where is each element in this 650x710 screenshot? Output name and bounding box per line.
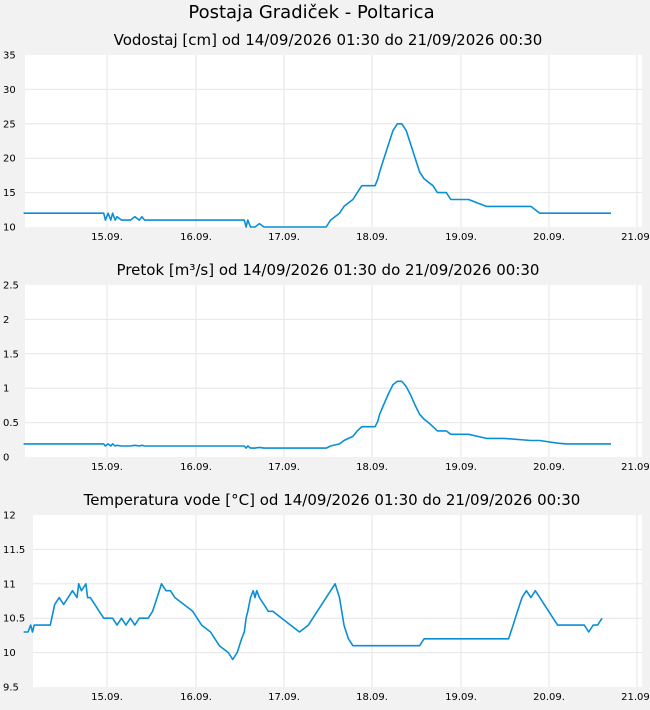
x-tick-label: 19.09. — [445, 232, 477, 243]
x-tick-label: 17.09. — [268, 232, 300, 243]
x-tick-label: 21.09. — [621, 462, 650, 473]
y-tick-label: 11 — [3, 579, 16, 590]
y-tick-label: 2 — [3, 315, 9, 326]
y-tick-label: 35 — [3, 51, 16, 62]
y-tick-label: 20 — [3, 154, 16, 165]
y-tick-label: 12 — [3, 511, 16, 522]
chart-title: Pretok [m³/s] od 14/09/2026 01:30 do 21/… — [117, 261, 540, 279]
y-tick-label: 30 — [3, 85, 16, 96]
chart-3: Temperatura vode [°C] od 14/09/2026 01:3… — [3, 491, 650, 703]
y-tick-label: 25 — [3, 119, 16, 130]
x-tick-label: 15.09. — [91, 692, 123, 703]
x-tick-label: 18.09. — [356, 692, 388, 703]
series-line — [23, 123, 611, 228]
x-tick-label: 17.09. — [268, 692, 300, 703]
y-tick-label: 15 — [3, 188, 16, 199]
y-tick-label: 11.5 — [3, 545, 25, 556]
plot-area — [25, 285, 642, 457]
x-tick-label: 15.09. — [91, 232, 123, 243]
y-tick-label: 1.5 — [3, 349, 19, 360]
x-tick-label: 19.09. — [445, 462, 477, 473]
y-tick-label: 10 — [3, 223, 16, 234]
page-title: Postaja Gradiček - Poltarica — [188, 2, 435, 23]
y-tick-label: 10 — [3, 648, 16, 659]
x-tick-label: 20.09. — [533, 692, 565, 703]
x-tick-label: 21.09. — [621, 692, 650, 703]
x-tick-label: 16.09. — [180, 692, 212, 703]
y-tick-label: 0 — [3, 453, 9, 464]
x-tick-label: 18.09. — [356, 232, 388, 243]
plot-area — [25, 55, 642, 227]
x-tick-label: 16.09. — [180, 232, 212, 243]
chart-title: Temperatura vode [°C] od 14/09/2026 01:3… — [83, 491, 581, 509]
x-tick-label: 19.09. — [445, 692, 477, 703]
y-tick-label: 0.5 — [3, 418, 19, 429]
y-tick-label: 10.5 — [3, 614, 25, 625]
x-tick-label: 15.09. — [91, 462, 123, 473]
chart-1: Vodostaj [cm] od 14/09/2026 01:30 do 21/… — [3, 31, 650, 243]
y-tick-label: 2.5 — [3, 281, 19, 292]
y-tick-label: 9.5 — [3, 683, 19, 694]
y-tick-label: 1 — [3, 384, 9, 395]
x-tick-label: 20.09. — [533, 462, 565, 473]
series-line — [23, 583, 603, 661]
x-tick-label: 16.09. — [180, 462, 212, 473]
plot-area — [33, 515, 642, 687]
x-tick-label: 21.09. — [621, 232, 650, 243]
chart-title: Vodostaj [cm] od 14/09/2026 01:30 do 21/… — [114, 31, 543, 49]
x-tick-label: 17.09. — [268, 462, 300, 473]
chart-2: Pretok [m³/s] od 14/09/2026 01:30 do 21/… — [3, 261, 650, 473]
series-line — [23, 380, 611, 449]
x-tick-label: 20.09. — [533, 232, 565, 243]
x-tick-label: 18.09. — [356, 462, 388, 473]
